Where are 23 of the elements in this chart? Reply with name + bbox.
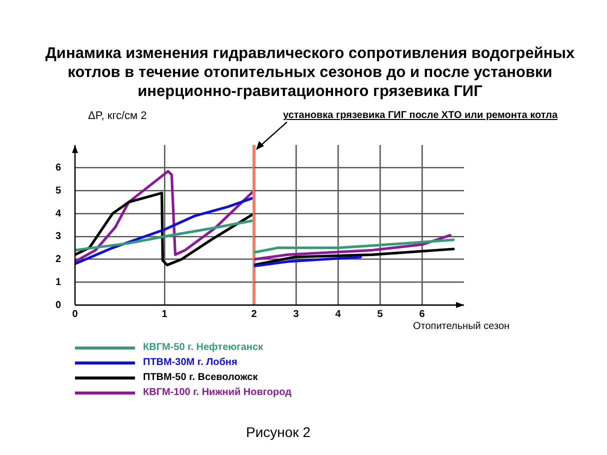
x-tick-label: 5 [377,308,384,320]
text: ПТВМ-30М г. Лобня [143,357,238,368]
x-axis-title: Отопительный сезон [413,321,510,332]
text: Динамика изменения гидравлического сопротивления водогрейных котлов в течение отопительных сезонов до и после установки инерционно-гравитационного грязевика ГИГ [44,44,576,101]
x-tick-label: 2 [251,308,258,320]
x-tick-label: 3 [293,308,300,320]
ref-line-label: установка грязевика ГИГ после ХТО или ремонта котла [283,110,558,121]
text: КВГМ-100 г. Нижний Новгород [143,387,292,398]
y-tick-label: 2 [55,254,62,266]
x-tick-label: 1 [162,308,168,320]
x-tick-label: 0 [72,308,78,320]
y-axis-title: ΔP, кгс/см 2 [88,110,147,122]
y-tick-label: 5 [55,185,62,196]
y-tick-label: 3 [55,231,62,242]
x-tick-label: 6 [419,308,426,320]
text: Рисунок 2 [246,424,310,440]
y-tick-label: 0 [55,300,62,311]
y-tick-label: 1 [55,276,62,288]
x-tick-label: 4 [335,308,342,320]
y-tick-label: 6 [55,162,62,174]
text: ПТВМ-50 г. Всеволожск [143,372,258,383]
text: КВГМ-50 г. Нефтеюганск [143,342,264,353]
y-tick-label: 4 [55,208,62,220]
